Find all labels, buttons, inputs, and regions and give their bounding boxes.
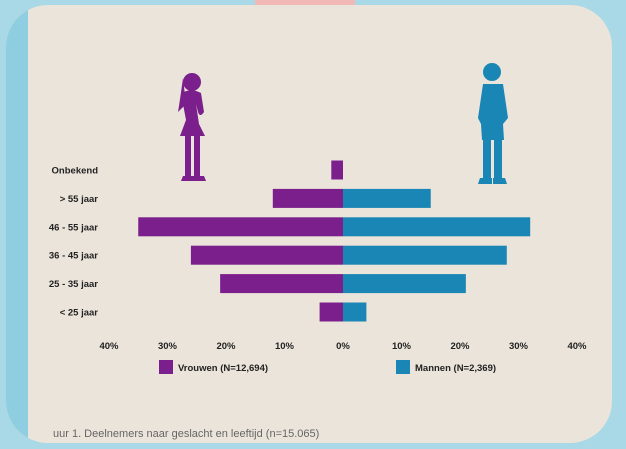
bar-vrouwen (319, 302, 343, 322)
bar-vrouwen (220, 274, 343, 294)
man-silhouette-icon (478, 63, 508, 184)
bar-mannen (343, 274, 466, 294)
legend-swatch-mannen (396, 360, 410, 374)
bars (138, 160, 531, 322)
bar-vrouwen (331, 160, 343, 180)
x-tick-label: 10% (275, 341, 295, 352)
legend-label-mannen: Mannen (N=2,369) (415, 363, 496, 374)
x-tick-label: 30% (509, 341, 529, 352)
category-label: > 55 jaar (60, 194, 99, 205)
x-tick-label: 20% (450, 341, 470, 352)
category-label: Onbekend (52, 166, 99, 177)
legend-swatch-vrouwen (159, 360, 173, 374)
bar-mannen (343, 245, 507, 265)
bar-vrouwen (272, 188, 343, 208)
woman-silhouette-icon (178, 73, 206, 181)
left-decoration-strip (6, 5, 28, 443)
bar-vrouwen (190, 245, 343, 265)
x-tick-label: 30% (158, 341, 178, 352)
bar-mannen (343, 188, 431, 208)
x-tick-label: 40% (567, 341, 587, 352)
bar-mannen (343, 302, 367, 322)
figure-caption: uur 1. Deelnemers naar geslacht en leeft… (53, 428, 319, 440)
category-label: 46 - 55 jaar (49, 222, 98, 233)
legend: Vrouwen (N=12,694) Mannen (N=2,369) (159, 360, 496, 374)
x-tick-label: 10% (392, 341, 412, 352)
category-label: 25 - 35 jaar (49, 279, 98, 290)
legend-label-vrouwen: Vrouwen (N=12,694) (178, 363, 268, 374)
top-decoration-strip (255, 0, 355, 8)
x-tick-label: 40% (99, 341, 119, 352)
bar-vrouwen (138, 217, 343, 237)
category-label: < 25 jaar (60, 308, 99, 319)
category-label: 36 - 45 jaar (49, 251, 98, 262)
category-labels: Onbekend > 55 jaar 46 - 55 jaar 36 - 45 jaa… (49, 166, 98, 319)
bar-mannen (343, 217, 531, 237)
x-axis-ticks: 40% 30% 20% 10% 0% 10% 20% 30% 40% (99, 341, 587, 352)
x-tick-label: 20% (216, 341, 236, 352)
x-tick-label: 0% (336, 341, 350, 352)
